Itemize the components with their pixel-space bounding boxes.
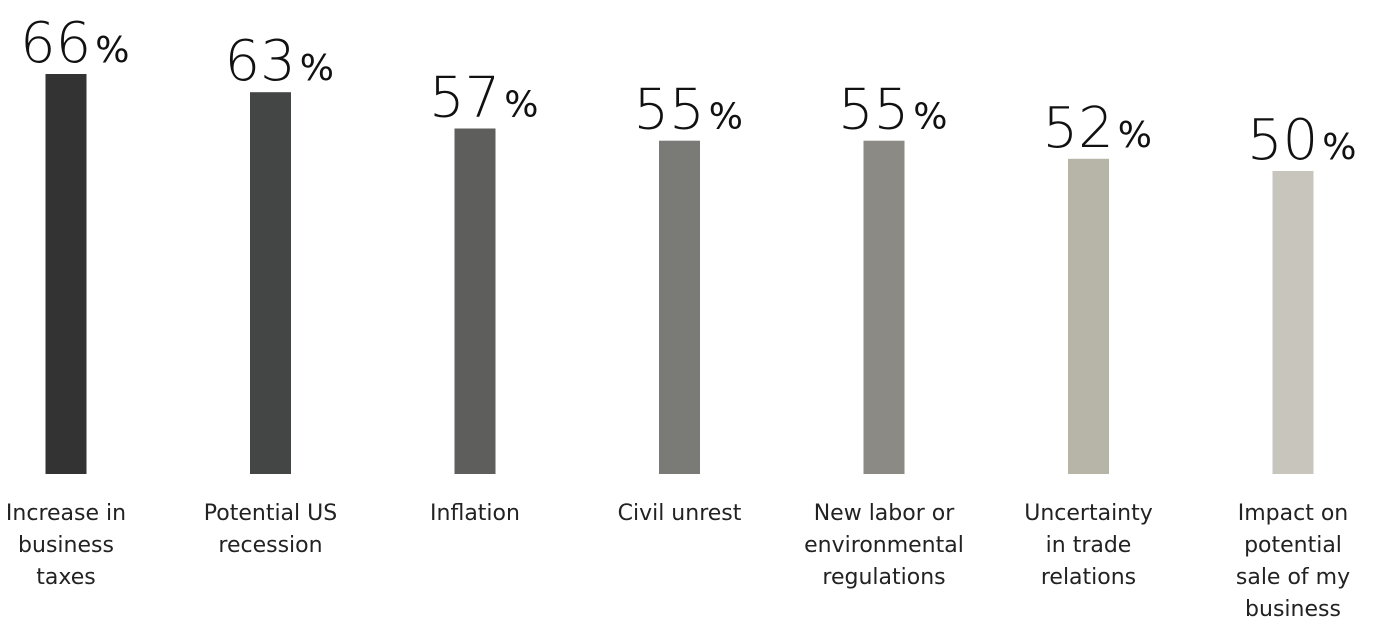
category-label-line: in trade [1046,533,1132,558]
category-label-line: business [18,533,114,558]
bar [863,140,905,474]
category-label-line: environmental [804,533,964,558]
category-label-line: potential [1244,533,1342,558]
category-label: Impact on potential sale of my business [1236,501,1350,622]
category-label-line: recession [218,533,322,558]
category-label-line: Impact on [1238,501,1348,526]
value-label: 66% [20,11,129,76]
category-label: Civil unrest [618,501,742,526]
category-label: Inflation [430,501,520,526]
value-label: 50% [1247,108,1356,173]
bar [659,140,700,474]
value-number: 66 [20,11,91,76]
category-label: New labor or environmental regulations [804,501,964,590]
value-number: 50 [1247,108,1318,173]
bars-group [45,74,1314,475]
bar [1272,171,1314,474]
value-number: 55 [838,78,909,143]
category-label-line: taxes [36,565,95,590]
category-label-line: Potential US [204,501,337,526]
category-label-line: New labor or [814,501,955,526]
value-percent-sign: % [504,85,538,126]
value-label: 57% [429,66,538,131]
bar [250,92,291,474]
category-label: Increase in business taxes [6,501,126,590]
value-label: 55% [838,78,947,143]
value-number: 52 [1043,96,1114,161]
value-percent-sign: % [1322,127,1356,168]
bar [454,128,496,474]
category-label-line: Increase in [6,501,126,526]
category-label-line: regulations [822,565,945,590]
bar [45,74,87,474]
value-label: 52% [1043,96,1152,161]
value-number: 55 [634,78,705,143]
value-percent-sign: % [709,97,743,138]
value-number: 63 [225,29,296,94]
value-percent-sign: % [913,97,947,138]
category-label: Potential US recession [204,501,337,558]
value-label: 63% [225,29,334,94]
bar [1068,158,1109,475]
value-labels-group: 66% 63% 57% 55% 55% 52% 50% [20,11,1356,173]
category-label-line: Uncertainty [1024,501,1153,526]
category-label-line: Inflation [430,501,520,526]
value-percent-sign: % [95,30,129,71]
category-labels-group: Increase in business taxes Potential US rece… [6,501,1350,622]
category-label-line: Civil unrest [618,501,742,526]
value-number: 57 [429,66,500,131]
category-label: Uncertainty in trade relations [1024,501,1153,590]
value-percent-sign: % [1118,115,1152,156]
category-label-line: sale of my [1236,565,1350,590]
value-percent-sign: % [300,48,334,89]
value-label: 55% [634,78,743,143]
category-label-line: business [1245,597,1341,622]
category-label-line: relations [1041,565,1136,590]
